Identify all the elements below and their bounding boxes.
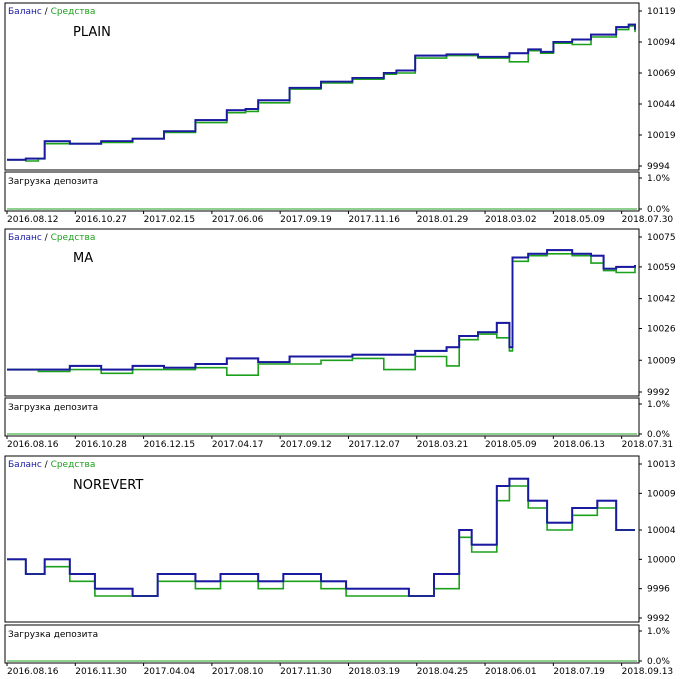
x-tick-label: 2017.06.06 [212, 215, 264, 225]
x-tick-label: 2018.07.19 [553, 667, 605, 677]
main-plot-frame [4, 228, 640, 397]
main-plot-frame [4, 455, 640, 623]
deposit-load-frame [4, 397, 640, 437]
x-tick-label: 2018.06.01 [485, 667, 537, 677]
x-tick-label: 2017.04.04 [144, 667, 196, 677]
legend-balance: Баланс [8, 460, 45, 470]
balance-line-overlay [7, 23, 636, 161]
equity-line [7, 253, 636, 376]
x-tick-label: 2016.08.16 [7, 440, 59, 450]
y-tick-label: 9992 [647, 388, 670, 398]
y-tick-label: 10000 [647, 555, 676, 565]
chart-legend: Баланс / Средства [8, 233, 95, 243]
legend-balance: Баланс [8, 233, 45, 243]
x-tick-label: 2018.07.30 [622, 215, 674, 225]
legend-balance: Баланс [8, 7, 45, 17]
chart-title: NOREVERT [73, 478, 143, 493]
y-tick-label: 10094 [647, 38, 676, 48]
y-tick-label: 9996 [647, 585, 670, 595]
x-tick-label: 2018.06.13 [553, 440, 605, 450]
y-tick-label: 10059 [647, 263, 676, 273]
y-tick-label: 10009 [647, 489, 676, 499]
y-tick-label: 10044 [647, 100, 676, 110]
legend-separator: / [45, 7, 51, 17]
deposit-load-label: Загрузка депозита [8, 403, 98, 413]
x-tick-label: 2016.10.28 [75, 440, 127, 450]
legend-equity: Средства [51, 7, 96, 17]
y-tick-label: 10119 [647, 7, 676, 17]
y-tick-label: 10026 [647, 325, 676, 335]
y-tick-label: 10075 [647, 233, 676, 243]
x-tick-label: 2018.07.31 [622, 440, 674, 450]
chart-title: PLAIN [73, 25, 111, 40]
y-tick-label: 9992 [647, 614, 670, 624]
x-tick-label: 2018.04.25 [417, 667, 469, 677]
sub-tick-label: 0.0% [647, 430, 670, 440]
y-tick-label: 10013 [647, 460, 676, 470]
x-tick-label: 2018.03.21 [417, 440, 469, 450]
x-tick-label: 2017.08.10 [212, 667, 264, 677]
sub-tick-label: 1.0% [647, 627, 670, 637]
x-tick-label: 2017.02.15 [144, 215, 196, 225]
x-tick-label: 2018.05.09 [553, 215, 605, 225]
chart-title: MA [73, 251, 93, 266]
deposit-load-frame [4, 624, 640, 664]
y-tick-label: 10004 [647, 526, 676, 536]
x-tick-label: 2016.12.15 [144, 440, 196, 450]
x-tick-label: 2017.11.16 [348, 215, 400, 225]
y-tick-label: 10069 [647, 69, 676, 79]
chart-legend: Баланс / Средства [8, 7, 95, 17]
legend-separator: / [45, 233, 51, 243]
sub-tick-label: 0.0% [647, 657, 670, 667]
x-tick-label: 2017.04.17 [212, 440, 264, 450]
x-tick-label: 2017.09.12 [280, 440, 332, 450]
x-tick-label: 2018.03.02 [485, 215, 537, 225]
sub-tick-label: 1.0% [647, 400, 670, 410]
chart-panel-2: Баланс / Средства MA 10075 10059 10042 10026 1… [4, 228, 676, 450]
y-tick-label: 10019 [647, 131, 676, 141]
deposit-load-frame [4, 171, 640, 212]
deposit-load-label: Загрузка депозита [8, 177, 98, 187]
sub-tick-label: 1.0% [647, 174, 670, 184]
x-tick-label: 2018.09.13 [622, 667, 674, 677]
x-tick-label: 2018.01.29 [417, 215, 469, 225]
legend-separator: / [45, 460, 51, 470]
balance-line-overlay [7, 477, 635, 597]
y-tick-label: 9994 [647, 162, 670, 172]
sub-tick-label: 0.0% [647, 205, 670, 215]
x-tick-label: 2016.11.30 [75, 667, 127, 677]
balance-line-overlay [7, 249, 636, 371]
legend-equity: Средства [51, 460, 96, 470]
x-tick-label: 2017.11.30 [280, 667, 332, 677]
y-tick-label: 10042 [647, 295, 676, 305]
y-tick-label: 10009 [647, 356, 676, 366]
chart-panel-1: Баланс / Средства PLAIN 10119 10094 10069 100… [4, 2, 676, 225]
deposit-load-label: Загрузка депозита [8, 630, 98, 640]
x-tick-label: 2017.09.19 [280, 215, 332, 225]
x-tick-label: 2016.08.16 [7, 667, 59, 677]
chart-legend: Баланс / Средства [8, 460, 95, 470]
legend-equity: Средства [51, 233, 96, 243]
equity-line [7, 25, 636, 162]
x-tick-label: 2016.10.27 [75, 215, 127, 225]
x-tick-label: 2018.05.09 [485, 440, 537, 450]
chart-panel-3: Баланс / Средства NOREVERT 10013 10009 10004… [4, 455, 676, 677]
x-tick-label: 2016.08.12 [7, 215, 59, 225]
x-tick-label: 2017.12.07 [348, 440, 400, 450]
x-tick-label: 2018.03.19 [348, 667, 400, 677]
